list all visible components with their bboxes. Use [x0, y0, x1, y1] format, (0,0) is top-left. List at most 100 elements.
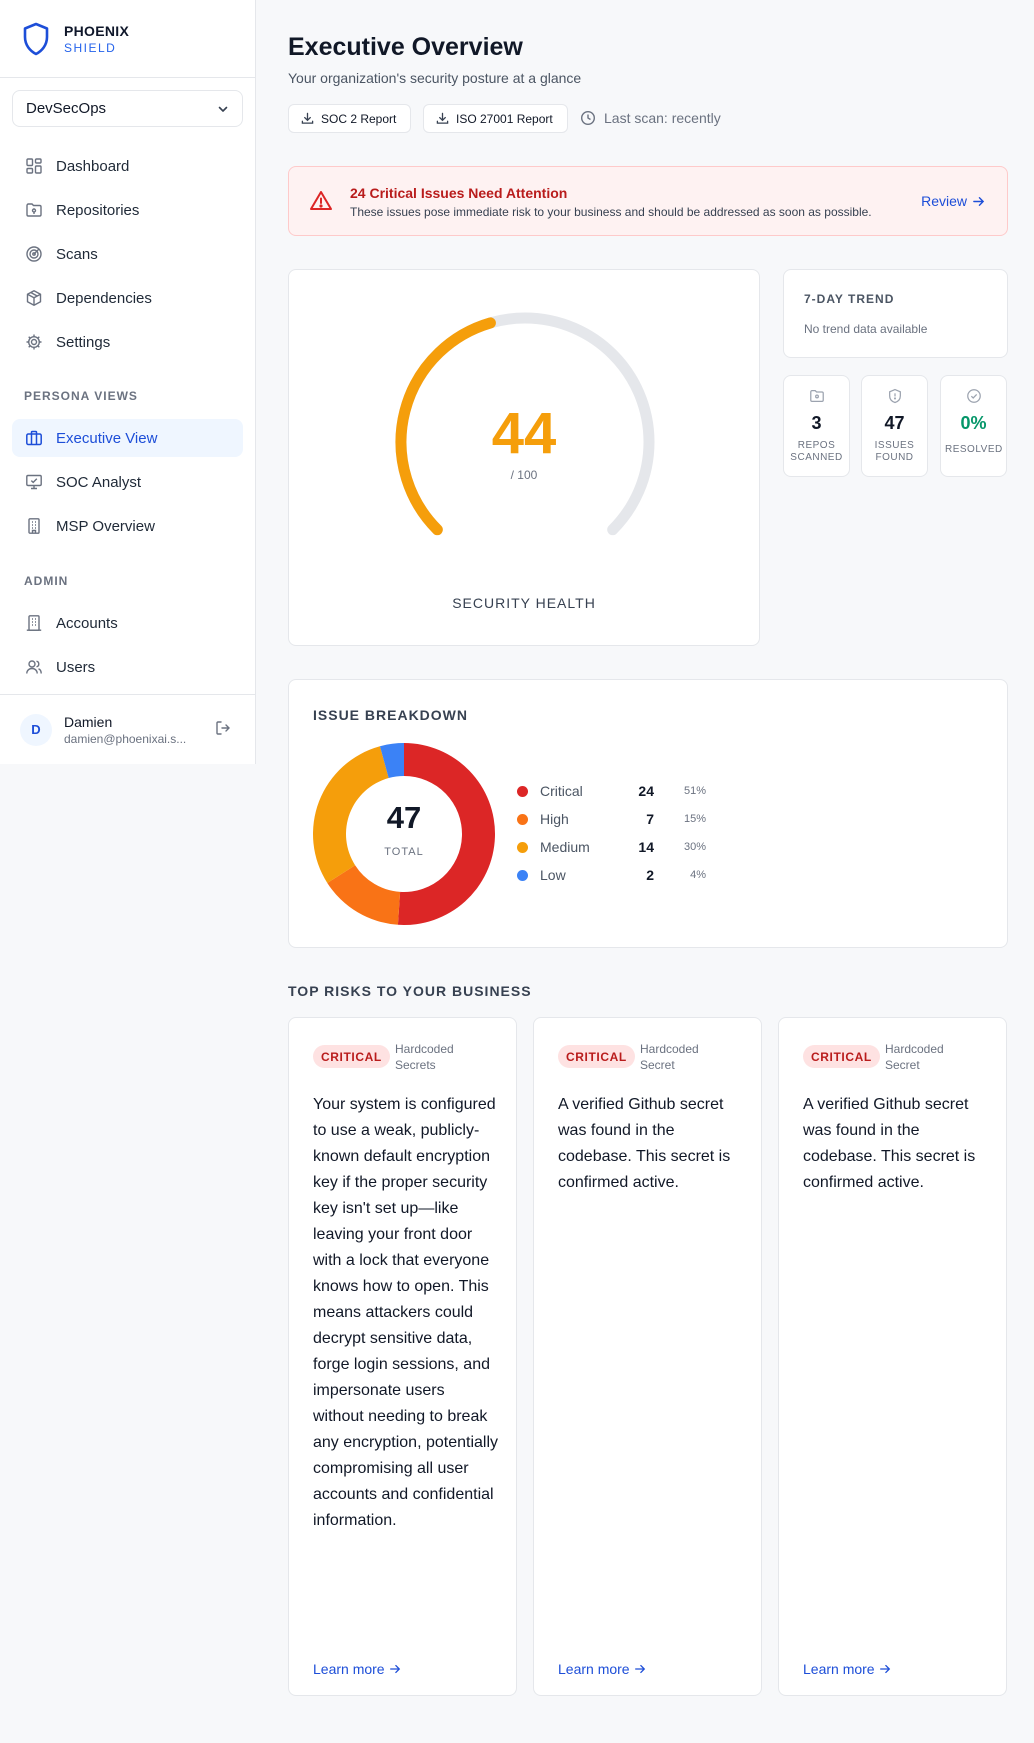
- review-label: Review: [921, 193, 967, 209]
- nav-item-msp-overview[interactable]: MSP Overview: [12, 507, 243, 545]
- nav-label: SOC Analyst: [56, 473, 142, 491]
- org-select-value: DevSecOps: [26, 100, 107, 117]
- legend-low: Low 2 4%: [517, 865, 717, 885]
- nav-item-soc-analyst[interactable]: SOC Analyst: [12, 463, 243, 501]
- org-select[interactable]: DevSecOps: [12, 90, 243, 127]
- legend-name: Medium: [540, 839, 590, 855]
- admin-label: ADMIN: [24, 574, 69, 588]
- issue-breakdown-card: ISSUE BREAKDOWN 47 TOTAL Critical 24 51%…: [288, 679, 1008, 948]
- sidebar: PHOENIX SHIELD DevSecOps Dashboard Repos…: [0, 0, 256, 764]
- donut-slice-low: [379, 743, 404, 779]
- breakdown-title: ISSUE BREAKDOWN: [313, 707, 469, 723]
- trend-empty-text: No trend data available: [804, 322, 928, 336]
- risk-category: Hardcoded Secret: [640, 1042, 699, 1072]
- issue-donut-chart: [313, 743, 495, 925]
- brand[interactable]: PHOENIX SHIELD: [0, 0, 255, 78]
- legend-high: High 7 15%: [517, 809, 717, 829]
- shield-logo-icon: [23, 22, 49, 55]
- nav-item-scans[interactable]: Scans: [12, 235, 243, 273]
- legend-dot: [517, 841, 528, 853]
- legend-name: Critical: [540, 783, 583, 799]
- stat-value: 3: [811, 413, 822, 433]
- grid-icon: [24, 156, 44, 176]
- severity-badge: CRITICAL: [558, 1045, 635, 1068]
- donut-slice-critical: [397, 743, 495, 925]
- risk-card: CRITICAL Hardcoded Secret A verified Git…: [778, 1017, 1007, 1696]
- legend-name: High: [540, 811, 569, 827]
- shield-icon: [888, 388, 901, 404]
- learn-more-link[interactable]: Learn more: [313, 1661, 401, 1677]
- legend-dot: [517, 785, 528, 797]
- page-subtitle: Your organization's security posture at …: [288, 70, 582, 86]
- gauge-fill: [395, 317, 496, 536]
- stat-value: 47: [884, 413, 905, 433]
- iso-report-button[interactable]: ISO 27001 Report: [423, 104, 568, 133]
- briefcase-icon: [24, 428, 44, 448]
- stat-issues-found: 47 ISSUES FOUND: [861, 375, 928, 477]
- user-profile[interactable]: D Damien damien@phoenixai.s...: [0, 694, 256, 764]
- building-icon: [24, 613, 44, 633]
- warning-icon: [310, 191, 332, 210]
- nav-label: MSP Overview: [56, 517, 155, 535]
- nav-label: Dashboard: [56, 157, 130, 175]
- users-icon: [24, 657, 44, 677]
- legend-dot: [517, 813, 528, 825]
- page-title: Executive Overview: [288, 33, 523, 61]
- risk-description: Your system is configured to use a weak,…: [313, 1096, 498, 1529]
- user-name: Damien: [64, 713, 113, 730]
- learn-more-label: Learn more: [803, 1661, 875, 1677]
- soc2-report-label: SOC 2 Report: [321, 111, 397, 126]
- legend-critical: Critical 24 51%: [517, 781, 717, 801]
- trend-title: 7-DAY TREND: [804, 292, 895, 306]
- radar-icon: [24, 244, 44, 264]
- learn-more-label: Learn more: [558, 1661, 630, 1677]
- brand-subname: SHIELD: [64, 40, 117, 55]
- building-icon: [24, 516, 44, 536]
- nav-item-users[interactable]: Users: [12, 648, 243, 686]
- legend-count: 2: [646, 867, 654, 883]
- user-email: damien@phoenixai.s...: [64, 731, 187, 746]
- health-gauge: [395, 312, 655, 536]
- logout-icon[interactable]: [214, 719, 232, 737]
- stat-label: REPOS SCANNED: [790, 440, 843, 463]
- legend-percent: 30%: [683, 841, 706, 853]
- legend-count: 7: [646, 811, 654, 827]
- learn-more-link[interactable]: Learn more: [803, 1661, 891, 1677]
- trend-card: 7-DAY TREND No trend data available: [783, 269, 1008, 358]
- iso-report-label: ISO 27001 Report: [456, 111, 553, 126]
- legend-count: 14: [638, 839, 654, 855]
- nav-item-dashboard[interactable]: Dashboard: [12, 147, 243, 185]
- donut-total: 47: [386, 800, 422, 835]
- top-risks-title: TOP RISKS TO YOUR BUSINESS: [288, 983, 532, 999]
- stat-repos-scanned: 3 REPOS SCANNED: [783, 375, 850, 477]
- learn-more-link[interactable]: Learn more: [558, 1661, 646, 1677]
- nav-item-repositories[interactable]: Repositories: [12, 191, 243, 229]
- stat-resolved: 0% RESOLVED: [940, 375, 1007, 477]
- nav-label: Users: [56, 658, 96, 676]
- review-button[interactable]: Review: [921, 193, 985, 209]
- chevron-down-icon: [218, 106, 228, 112]
- learn-more-label: Learn more: [313, 1661, 385, 1677]
- nav-item-executive-view[interactable]: Executive View: [12, 419, 243, 457]
- arrow-right-icon: [634, 1664, 645, 1674]
- risk-card: CRITICAL Hardcoded Secrets Your system i…: [288, 1017, 517, 1696]
- check-circle-icon: [966, 389, 981, 403]
- nav-label: Accounts: [56, 614, 118, 632]
- arrow-right-icon: [973, 196, 985, 206]
- legend-count: 24: [638, 783, 654, 799]
- nav-item-dependencies[interactable]: Dependencies: [12, 279, 243, 317]
- legend-percent: 15%: [683, 813, 706, 825]
- nav-label: Dependencies: [56, 289, 152, 307]
- monitor-check-icon: [24, 472, 44, 492]
- brand-name: PHOENIX: [64, 22, 130, 39]
- soc2-report-button[interactable]: SOC 2 Report: [288, 104, 411, 133]
- health-label: SECURITY HEALTH: [452, 595, 596, 611]
- nav-item-accounts[interactable]: Accounts: [12, 604, 243, 642]
- arrow-right-icon: [879, 1664, 890, 1674]
- nav-label: Scans: [56, 245, 98, 263]
- persona-views-label: PERSONA VIEWS: [24, 389, 138, 403]
- severity-badge: CRITICAL: [803, 1045, 880, 1068]
- nav-item-settings[interactable]: Settings: [12, 323, 243, 361]
- health-score-max: / 100: [510, 468, 538, 482]
- donut-slice-high: [327, 865, 401, 925]
